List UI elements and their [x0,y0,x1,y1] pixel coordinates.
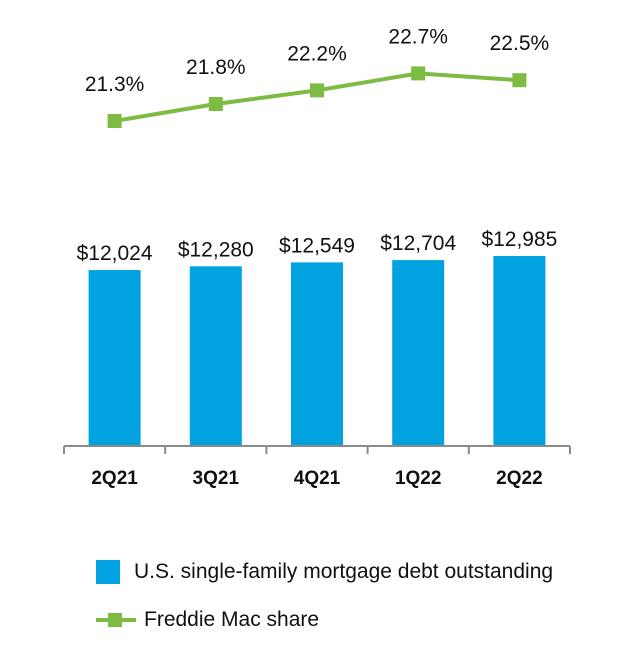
share-value-label: 21.8% [186,56,246,79]
chart: 2Q21 3Q21 4Q21 1Q22 2Q22 $12,024 $12,280 $12,5… [63,25,571,489]
bar-3Q21 [189,266,242,446]
legend-bar-swatch [96,560,120,584]
share-marker-4Q21 [310,83,324,98]
x-tick-label: 3Q21 [193,468,240,489]
legend: U.S. single-family mortgage debt outstan… [96,556,553,652]
share-value-label: 22.7% [388,25,448,48]
share-marker-1Q22 [411,66,426,81]
legend-item-debt: U.S. single-family mortgage debt outstan… [96,556,553,588]
share-marker-2Q22 [512,73,527,88]
share-value-label: 21.3% [85,73,145,96]
legend-label-debt: U.S. single-family mortgage debt outstan… [134,560,554,583]
bar-1Q22 [392,260,445,446]
x-tick-label: 4Q21 [294,468,341,489]
legend-item-share: Freddie Mac share [96,604,553,636]
legend-label-share: Freddie Mac share [144,608,320,631]
bar-value-label: $12,280 [178,238,254,261]
share-marker-3Q21 [208,97,223,111]
share-marker-2Q21 [107,114,122,128]
bar-2Q21 [88,270,141,446]
bar-value-label: $12,985 [481,228,557,251]
bar-value-label: $12,704 [380,232,456,255]
bar-4Q21 [291,262,343,446]
share-value-label: 22.2% [287,42,347,65]
share-value-label: 22.5% [490,32,550,55]
bar-2Q22 [493,256,546,446]
x-tick-label: 2Q21 [91,468,138,489]
legend-line-swatch [96,610,136,630]
x-tick-label: 1Q22 [395,468,441,489]
bar-value-label: $12,549 [279,234,355,257]
x-tick-label: 2Q22 [496,468,542,489]
bar-value-label: $12,024 [77,242,153,265]
